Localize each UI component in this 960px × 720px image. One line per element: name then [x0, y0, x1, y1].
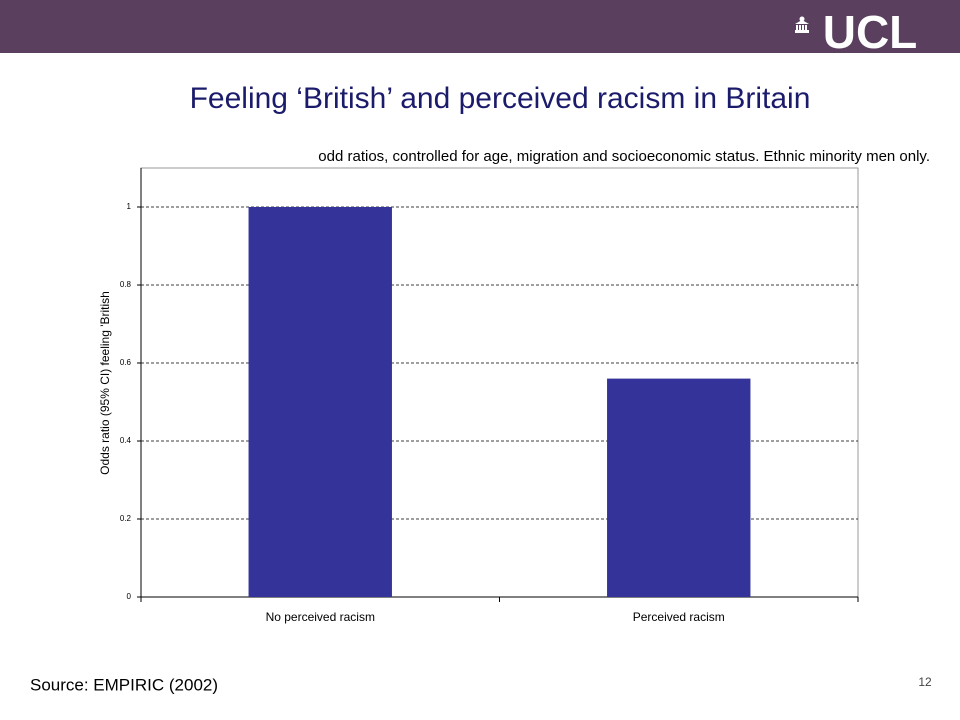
bar	[607, 378, 751, 597]
y-tick-label: 1	[127, 202, 132, 211]
logo-text: UCL	[823, 6, 918, 58]
y-tick-label: 0.6	[120, 358, 132, 367]
bar	[248, 207, 392, 597]
chart-title: Feeling ‘British’ and perceived racism i…	[190, 82, 811, 115]
x-tick-label: Perceived racism	[633, 610, 725, 624]
source: Source: EMPIRIC (2002)	[30, 675, 218, 694]
y-axis-label: Odds ratio (95% CI) feeling 'British	[98, 291, 112, 475]
y-tick-label: 0.8	[120, 280, 132, 289]
chart-subtitle: odd ratios, controlled for age, migratio…	[318, 148, 930, 165]
header-bar	[0, 0, 960, 53]
page-number: 12	[918, 675, 932, 689]
y-tick-label: 0	[127, 592, 132, 601]
logo-icon	[795, 16, 809, 33]
y-tick-label: 0.4	[120, 436, 132, 445]
y-tick-label: 0.2	[120, 514, 132, 523]
x-tick-label: No perceived racism	[266, 610, 375, 624]
